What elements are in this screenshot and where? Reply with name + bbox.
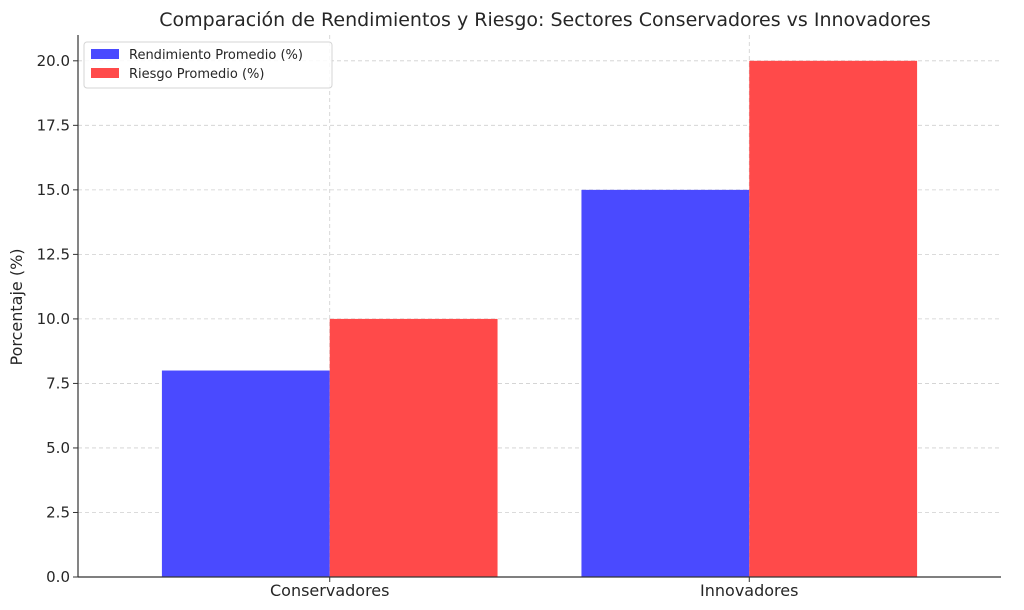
y-tick-label: 2.5 — [46, 503, 70, 521]
y-tick-label: 20.0 — [37, 52, 70, 70]
y-tick-label: 17.5 — [37, 116, 70, 134]
legend-swatch — [91, 68, 119, 78]
x-tick-label: Conservadores — [270, 581, 389, 600]
x-tick-label: Innovadores — [700, 581, 798, 600]
y-tick-label: 15.0 — [37, 181, 70, 199]
y-tick-label: 5.0 — [46, 439, 70, 457]
bar-rendimiento-innovadores — [581, 189, 750, 577]
legend-box — [83, 41, 333, 89]
bar-riesgo-conservadores — [329, 318, 498, 577]
bar-riesgo-innovadores — [749, 60, 918, 578]
y-tick-label: 0.0 — [46, 568, 70, 586]
legend-swatch — [91, 49, 119, 59]
bar-rendimiento-conservadores — [161, 370, 330, 577]
y-tick-label: 7.5 — [46, 374, 70, 392]
bars-layer — [161, 60, 918, 578]
x-tick-labels: Conservadores Innovadores — [270, 577, 798, 600]
legend-label: Rendimiento Promedio (%) — [129, 48, 303, 63]
chart-title: Comparación de Rendimientos y Riesgo: Se… — [159, 9, 930, 31]
legend-label: Riesgo Promedio (%) — [129, 67, 264, 82]
y-tick-label: 12.5 — [37, 245, 70, 263]
y-axis-title: Porcentaje (%) — [7, 248, 26, 365]
legend: Rendimiento Promedio (%) Riesgo Promedio … — [83, 41, 333, 89]
y-tick-label: 10.0 — [37, 310, 70, 328]
y-tick-labels: 0.0 2.5 5.0 7.5 10.0 12.5 15.0 17.5 20.0 — [37, 52, 78, 586]
